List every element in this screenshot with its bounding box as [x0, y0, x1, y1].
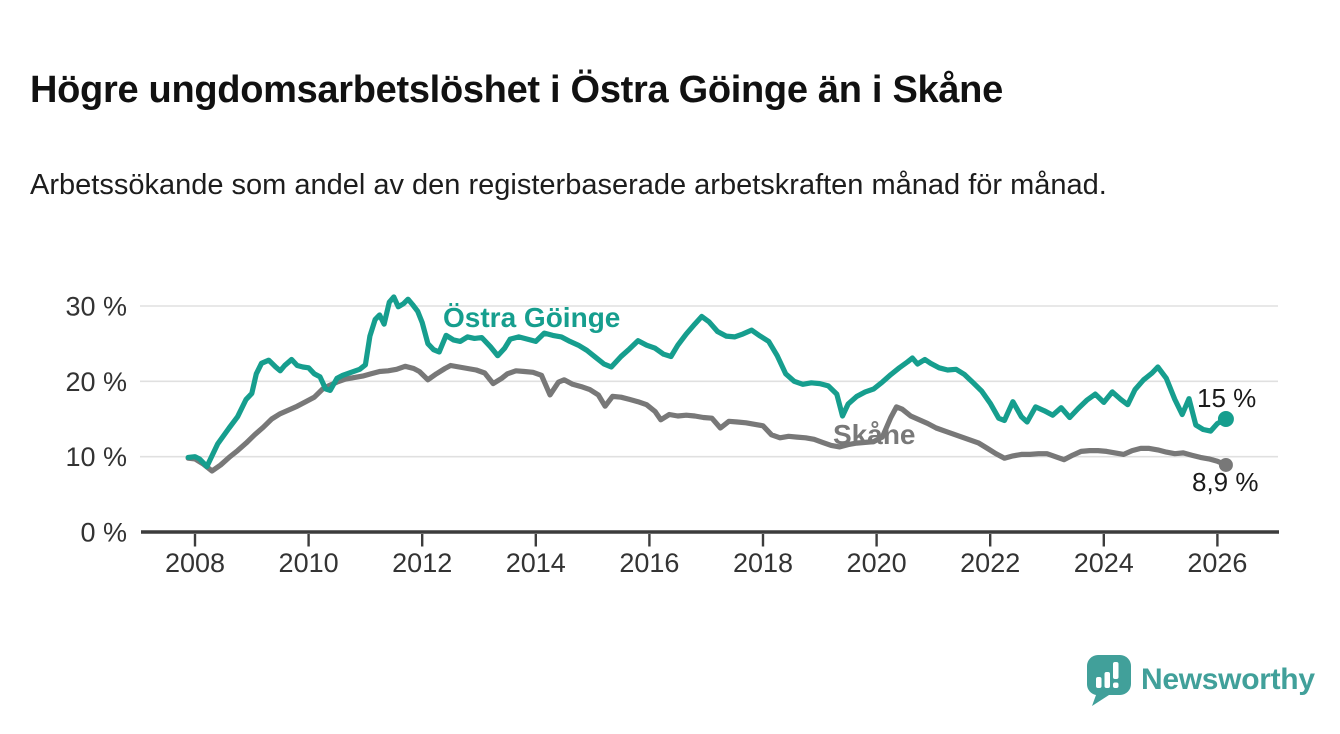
x-axis-tick-label: 2008 [165, 548, 225, 578]
x-axis-tick-label: 2010 [279, 548, 339, 578]
newsworthy-bubble-barchart-icon [1087, 655, 1131, 706]
x-axis-tick-label: 2014 [506, 548, 566, 578]
newsworthy-logo: Newsworthy [1083, 653, 1315, 707]
chart-subtitle: Arbetssökande som andel av den registerb… [30, 169, 1107, 201]
line-skane [185, 362, 1229, 474]
x-axis-tick-label: 2012 [392, 548, 452, 578]
end-dot-ostra-goinge [1217, 411, 1234, 428]
chart-title: Högre ungdomsarbetslöshet i Östra Göinge… [30, 69, 1003, 112]
x-axis-tick-label: 2020 [847, 548, 907, 578]
x-axis-tick-label: 2026 [1187, 548, 1247, 578]
end-value-label-ostra-goinge: 15 % [1197, 383, 1257, 413]
y-axis-tick-label: 0 % [80, 518, 127, 548]
newsworthy-wordmark: Newsworthy [1141, 663, 1315, 696]
y-axis-tick-label: 20 % [65, 367, 127, 397]
series-label-ostra-goinge: Östra Göinge [443, 302, 621, 333]
line-ostra-goinge [185, 294, 1229, 470]
y-axis-tick-label: 10 % [65, 442, 127, 472]
end-dot-skane [1218, 457, 1233, 472]
x-axis-tick-label: 2018 [733, 548, 793, 578]
y-axis-tick-label: 30 % [65, 292, 127, 322]
x-axis-tick-label: 2022 [960, 548, 1020, 578]
series-label-skane: Skåne [833, 419, 916, 450]
end-value-label-skane: 8,9 % [1192, 467, 1259, 497]
x-axis-tick-label: 2016 [619, 548, 679, 578]
x-axis-tick-label: 2024 [1074, 548, 1134, 578]
